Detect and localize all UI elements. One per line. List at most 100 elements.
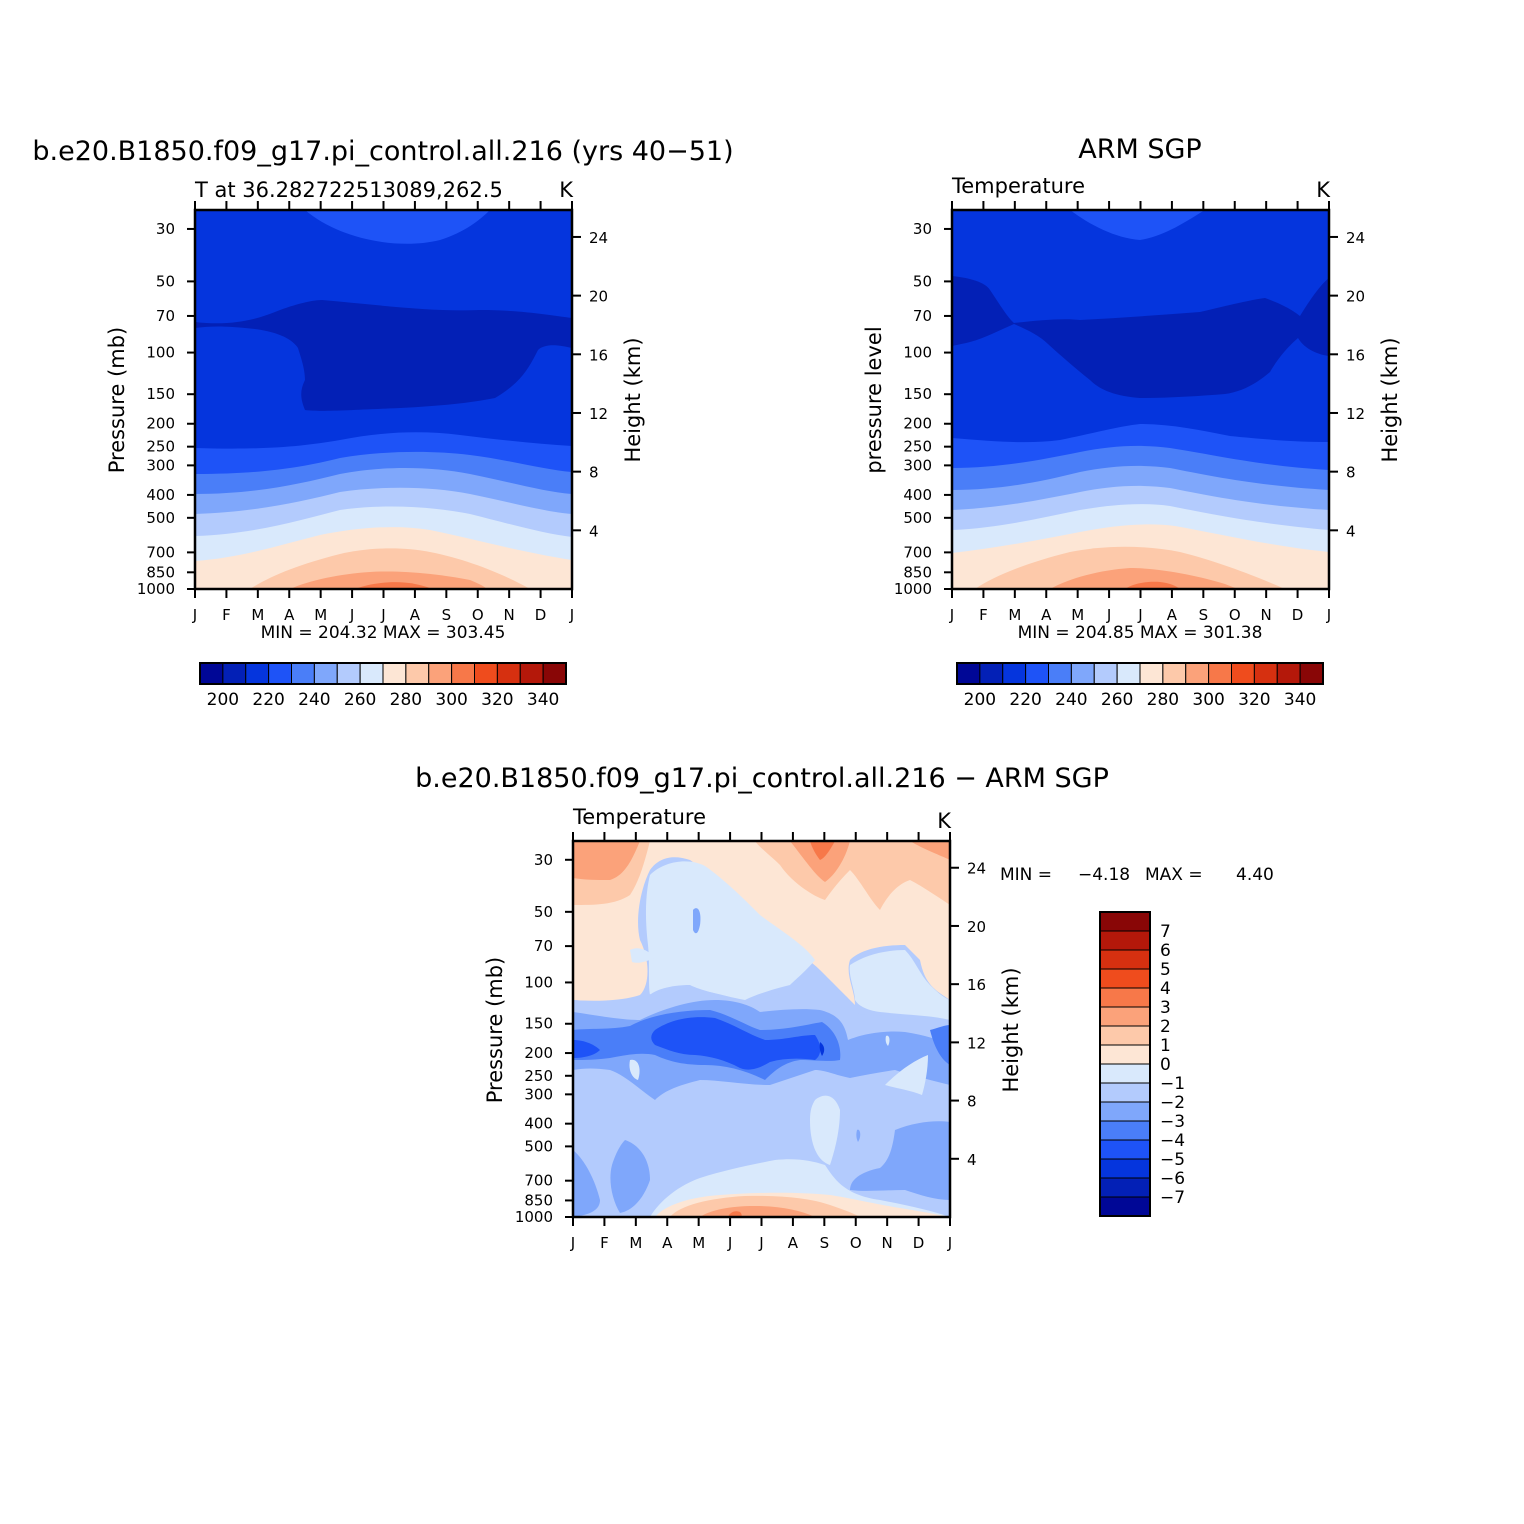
x-tick-label: J: [192, 606, 197, 624]
y-tick-label: 1000: [515, 1208, 553, 1226]
y-tick-label: 300: [524, 1085, 553, 1103]
band-300: [1050, 568, 1238, 589]
colorbar-swatch: [1185, 662, 1210, 685]
x-tick-label: O: [472, 606, 484, 624]
colorbar-swatch: [382, 662, 407, 685]
colorbar-swatch: [1099, 1082, 1151, 1103]
x-tick-label: M: [1008, 606, 1021, 624]
colorbar-frame: [956, 662, 1324, 685]
x-tick-label: J: [1326, 606, 1331, 624]
colorbar-swatch: [1208, 662, 1232, 685]
y-tick-label: 200: [524, 1044, 553, 1062]
colorbar-label: 320: [1238, 690, 1270, 710]
y-tick-label: 100: [524, 973, 553, 991]
y-tick-label: 200: [903, 415, 932, 433]
y-tick-label: 70: [913, 307, 932, 325]
cool-2c: [573, 1150, 600, 1217]
y-right-tick-label: 8: [1346, 464, 1356, 482]
x-tick-label: F: [222, 606, 231, 624]
y-right-tick-label: 4: [589, 522, 599, 540]
y-tick-label: 400: [524, 1115, 553, 1133]
colorbar-swatch: [1099, 1101, 1151, 1122]
colorbar-swatch: [1099, 987, 1151, 1008]
cool-2e: [850, 1121, 950, 1200]
colorbar-label: 1: [1160, 1036, 1171, 1056]
panel-model-units: K: [559, 178, 574, 202]
x-tick-label: F: [600, 1234, 609, 1252]
colorbar-swatch: [291, 662, 315, 685]
colorbar-label: −5: [1160, 1150, 1185, 1170]
x-tick-label: A: [1167, 606, 1178, 624]
panel-obs-y-label-right: Height (km): [1378, 337, 1402, 462]
colorbar-swatch: [1099, 1139, 1151, 1160]
band-300: [290, 571, 487, 589]
y-right-tick-label: 16: [967, 976, 986, 994]
panel-obs-subtitle: Temperature: [951, 174, 1085, 198]
cool-4b: [573, 1040, 600, 1058]
colorbar-swatch: [1099, 1025, 1151, 1046]
y-tick-label: 150: [524, 1015, 553, 1033]
x-tick-label: A: [662, 1234, 673, 1252]
colorbar-swatch: [1099, 949, 1151, 970]
y-right-tick-label: 20: [589, 288, 608, 306]
colorbar-frame: [199, 662, 567, 685]
colorbar-label: 340: [1284, 690, 1316, 710]
colorbar-swatch: [1048, 662, 1072, 685]
x-tick-label: N: [882, 1234, 893, 1252]
colorbar-swatch: [1099, 1177, 1151, 1198]
panel-obs-colorbar: 200 220 240 260 280 300 320 340: [956, 662, 1324, 710]
y-tick-label: 700: [146, 543, 175, 561]
panel-model-stats: MIN = 204.32 MAX = 303.45: [261, 623, 506, 643]
panel-diff-units: K: [937, 809, 952, 833]
warm-2d: [700, 1206, 815, 1217]
colorbar-label: −2: [1160, 1093, 1185, 1113]
colorbar-swatch: [245, 662, 270, 685]
y-right-tick-label: 16: [1346, 346, 1365, 364]
cool-0: [645, 861, 815, 1000]
panel-diff-stats-max-label: MAX =: [1145, 865, 1203, 885]
colorbar-swatch: [1070, 662, 1095, 685]
y-tick-label: 70: [534, 937, 553, 955]
x-tick-label: J: [947, 1234, 952, 1252]
cool-2f: [693, 908, 701, 934]
cool-2g: [856, 1129, 861, 1142]
x-tick-label: J: [569, 606, 574, 624]
x-tick-label: J: [949, 606, 954, 624]
y-tick-label: 150: [903, 385, 932, 403]
y-tick-label: 250: [146, 438, 175, 456]
x-tick-label: J: [1137, 606, 1142, 624]
y-right-tick-label: 24: [967, 860, 986, 878]
y-tick-label: 700: [903, 543, 932, 561]
x-tick-label: S: [1199, 606, 1209, 624]
panel-obs-field: [952, 210, 1329, 589]
y-tick-label: 50: [534, 903, 553, 921]
colorbar-label: −4: [1160, 1131, 1185, 1151]
warm-1: [573, 841, 950, 910]
x-tick-label: S: [820, 1234, 830, 1252]
x-tick-label: D: [1292, 606, 1304, 624]
colorbar-swatch: [1099, 1120, 1151, 1141]
colorbar-swatch: [474, 662, 498, 685]
colorbar-swatch: [222, 662, 247, 685]
colorbar-swatch: [428, 662, 453, 685]
y-right-tick-label: 12: [1346, 405, 1365, 423]
y-tick-label: 30: [534, 851, 553, 869]
y-tick-label: 1000: [137, 580, 175, 598]
cool-5: [819, 1042, 825, 1056]
y-tick-label: 400: [903, 486, 932, 504]
colorbar-label: −1: [1160, 1074, 1185, 1094]
panel-obs-title: ARM SGP: [1078, 134, 1201, 165]
colorbar-label: 260: [1101, 690, 1133, 710]
y-right-tick-label: 8: [589, 464, 599, 482]
x-tick-label: J: [380, 606, 385, 624]
y-tick-label: 1000: [894, 580, 932, 598]
y-tick-label: 850: [903, 563, 932, 581]
y-tick-label: 30: [913, 220, 932, 238]
colorbar-label: 240: [1055, 690, 1087, 710]
band-310: [1125, 581, 1180, 589]
